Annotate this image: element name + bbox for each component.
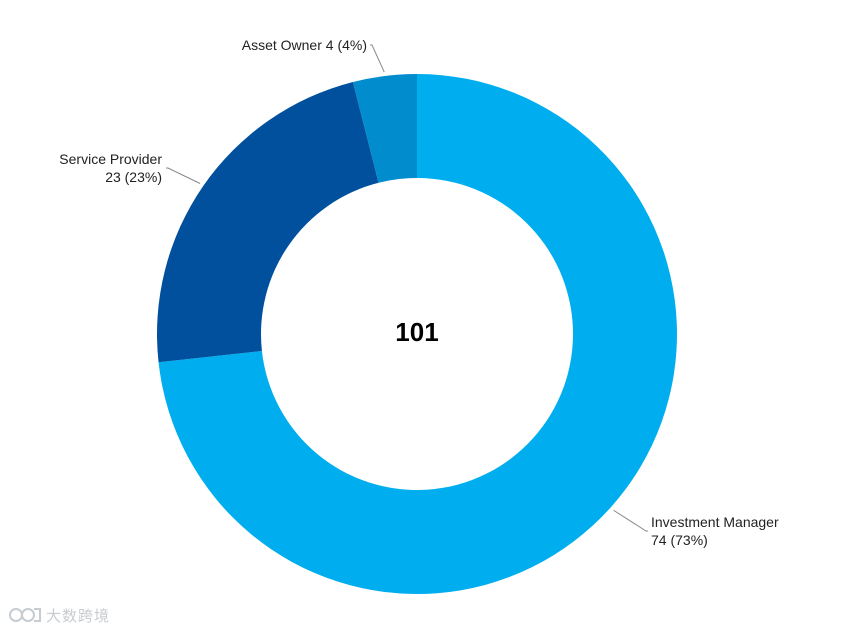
watermark: 大数跨境: [8, 604, 110, 626]
slice-label-line: Investment Manager: [651, 514, 779, 530]
leader-line-service-provider: [166, 167, 201, 184]
leader-line-asset-owner: [370, 44, 385, 73]
slice-label-line: 23 (23%): [105, 169, 162, 185]
slice-investment-manager[interactable]: [158, 74, 677, 595]
slice-asset-owner[interactable]: [352, 74, 417, 183]
slices-layer: [157, 74, 677, 595]
logo-icon: [9, 608, 41, 622]
slice-label-line: Service Provider: [59, 151, 162, 167]
leader-line-investment-manager: [613, 509, 648, 532]
center-total-label: 101: [395, 317, 438, 347]
slice-label-service-provider: Service Provider 23 (23%): [59, 151, 162, 185]
slice-label-line: Asset Owner 4 (4%): [242, 37, 367, 53]
slice-service-provider[interactable]: [157, 82, 379, 363]
slice-label-investment-manager: Investment Manager 74 (73%): [651, 514, 779, 548]
labels-layer: Investment Manager 74 (73%) Service Provid…: [59, 37, 779, 548]
watermark-text: 大数跨境: [46, 606, 111, 625]
slice-label-asset-owner: Asset Owner 4 (4%): [242, 37, 367, 53]
slice-label-line: 74 (73%): [651, 532, 708, 548]
